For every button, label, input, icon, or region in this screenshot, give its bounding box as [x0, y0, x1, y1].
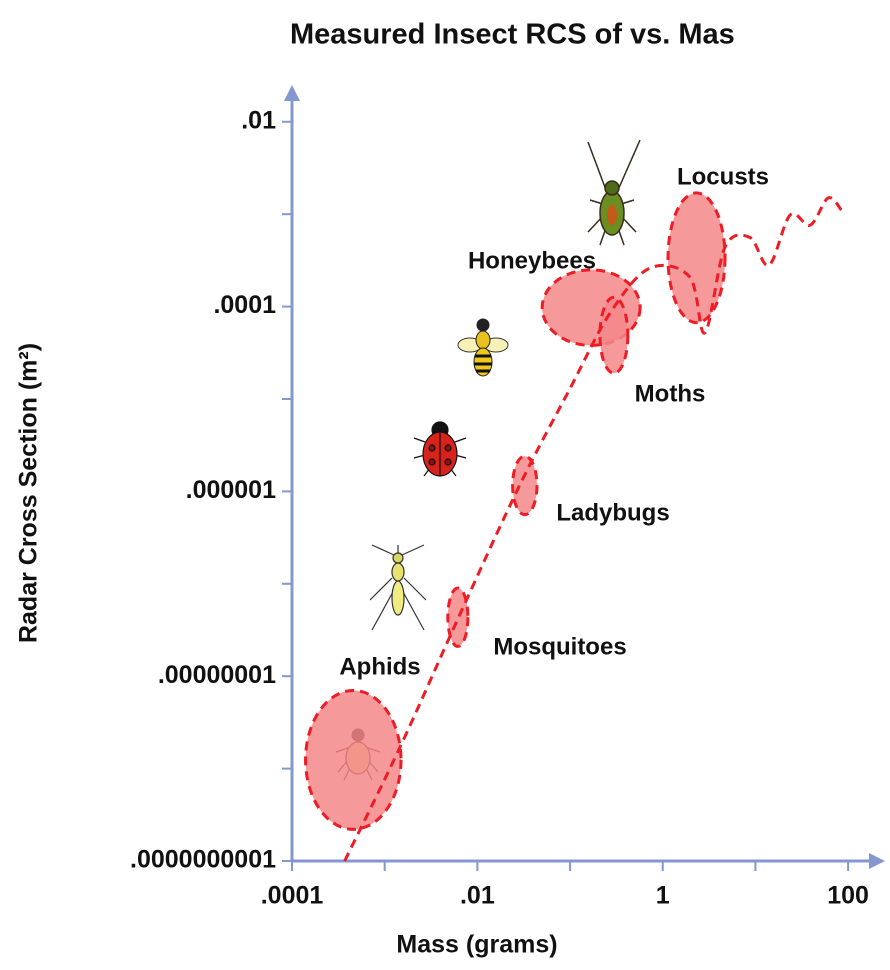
y-tick-label: .01 [241, 106, 276, 134]
x-tick-label: 1 [656, 882, 670, 910]
mosquito-icon [369, 544, 427, 631]
region-label: Locusts [677, 163, 769, 190]
region [666, 191, 727, 325]
region-label: Mosquitoes [493, 633, 626, 660]
region-label: Aphids [339, 653, 420, 680]
x-axis-label: Mass (grams) [396, 931, 557, 959]
x-tick-label: .01 [460, 882, 495, 910]
y-tick-label: .00000001 [158, 661, 276, 689]
x-tick-label: .0001 [261, 882, 324, 910]
y-tick-label: .0000000001 [130, 846, 276, 874]
x-tick-label: 100 [827, 882, 869, 910]
trend-line [343, 196, 843, 862]
region [598, 295, 630, 375]
y-tick-label: .000001 [186, 476, 276, 504]
region [446, 586, 470, 648]
ladybug-icon [413, 421, 467, 477]
region [511, 454, 539, 517]
wasp-icon [457, 318, 509, 377]
y-axis-arrow [284, 85, 300, 101]
y-axis-label: Radar Cross Section (m²) [15, 343, 43, 643]
x-axis-arrow [869, 853, 885, 869]
cricket-icon [587, 139, 641, 246]
region-label: Ladybugs [556, 499, 669, 526]
region [304, 689, 403, 831]
region-label: Honeybees [468, 247, 596, 274]
y-tick-label: .0001 [213, 291, 276, 319]
region-label: Moths [635, 380, 706, 407]
chart-title: Measured Insect RCS of vs. Mas [290, 19, 735, 51]
